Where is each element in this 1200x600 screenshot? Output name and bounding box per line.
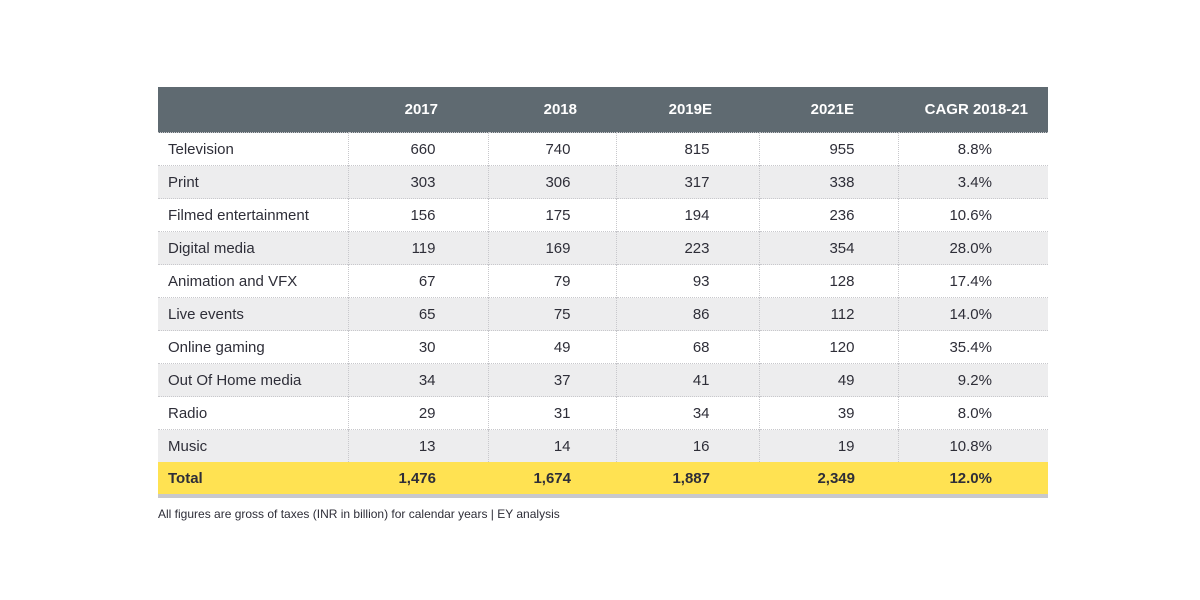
header-row: 2017 2018 2019E 2021E CAGR 2018-21 (158, 87, 1048, 133)
row-label: Radio (158, 396, 348, 430)
header-cell-cagr: CAGR 2018-21 (898, 87, 1048, 133)
total-cell-2019e: 1,887 (616, 462, 759, 498)
total-cell-2017: 1,476 (348, 462, 488, 498)
cell-2018: 75 (487, 297, 616, 331)
cell-2017: 65 (347, 297, 488, 331)
cell-2018: 740 (487, 132, 616, 166)
row-label: Out Of Home media (158, 363, 348, 397)
cell-2018: 79 (487, 264, 616, 298)
cell-2017: 67 (347, 264, 488, 298)
header-cell-2021e: 2021E (759, 87, 898, 133)
cell-2019e: 317 (615, 165, 759, 199)
total-label: Total (158, 462, 348, 498)
cell-cagr: 17.4% (897, 264, 1048, 298)
cell-2017: 34 (347, 363, 488, 397)
cell-2017: 30 (347, 330, 488, 364)
cell-cagr: 3.4% (897, 165, 1048, 199)
cell-2021e: 236 (758, 198, 898, 232)
table-row: Music 13 14 16 19 10.8% (158, 429, 1048, 462)
cell-2018: 37 (487, 363, 616, 397)
table-row: Radio 29 31 34 39 8.0% (158, 396, 1048, 430)
cell-cagr: 28.0% (897, 231, 1048, 265)
cell-2019e: 815 (615, 132, 759, 166)
cell-2017: 13 (347, 429, 488, 462)
cell-2021e: 354 (758, 231, 898, 265)
row-label: Television (158, 132, 348, 166)
cell-cagr: 10.6% (897, 198, 1048, 232)
cell-cagr: 8.0% (897, 396, 1048, 430)
header-cell-2017: 2017 (348, 87, 488, 133)
table-row: Filmed entertainment 156 175 194 236 10.6% (158, 198, 1048, 232)
table-row: Television 660 740 815 955 8.8% (158, 132, 1048, 166)
cell-2019e: 194 (615, 198, 759, 232)
cell-cagr: 9.2% (897, 363, 1048, 397)
media-revenue-table: 2017 2018 2019E 2021E CAGR 2018-21 Telev… (158, 87, 1048, 498)
row-label: Print (158, 165, 348, 199)
cell-2021e: 39 (758, 396, 898, 430)
total-cell-cagr: 12.0% (898, 462, 1048, 498)
total-cell-2021e: 2,349 (759, 462, 898, 498)
cell-2019e: 223 (615, 231, 759, 265)
cell-cagr: 14.0% (897, 297, 1048, 331)
cell-2019e: 16 (615, 429, 759, 462)
table-row: Online gaming 30 49 68 120 35.4% (158, 330, 1048, 364)
header-cell-2019e: 2019E (616, 87, 759, 133)
cell-2018: 49 (487, 330, 616, 364)
cell-2021e: 19 (758, 429, 898, 462)
row-label: Filmed entertainment (158, 198, 348, 232)
cell-cagr: 35.4% (897, 330, 1048, 364)
cell-2018: 306 (487, 165, 616, 199)
cell-2021e: 112 (758, 297, 898, 331)
table-row: Digital media 119 169 223 354 28.0% (158, 231, 1048, 265)
data-table-container: 2017 2018 2019E 2021E CAGR 2018-21 Telev… (158, 87, 1048, 498)
cell-2017: 660 (347, 132, 488, 166)
cell-2018: 169 (487, 231, 616, 265)
cell-cagr: 8.8% (897, 132, 1048, 166)
table-row: Out Of Home media 34 37 41 49 9.2% (158, 363, 1048, 397)
cell-2019e: 41 (615, 363, 759, 397)
cell-2019e: 93 (615, 264, 759, 298)
header-cell-2018: 2018 (488, 87, 616, 133)
footnote: All figures are gross of taxes (INR in b… (158, 507, 560, 521)
cell-2017: 29 (347, 396, 488, 430)
row-label: Live events (158, 297, 348, 331)
table-row: Print 303 306 317 338 3.4% (158, 165, 1048, 199)
table-row: Live events 65 75 86 112 14.0% (158, 297, 1048, 331)
cell-2021e: 955 (758, 132, 898, 166)
cell-2018: 175 (487, 198, 616, 232)
table-row: Animation and VFX 67 79 93 128 17.4% (158, 264, 1048, 298)
cell-2017: 303 (347, 165, 488, 199)
total-row: Total 1,476 1,674 1,887 2,349 12.0% (158, 462, 1048, 498)
cell-2018: 31 (487, 396, 616, 430)
row-label: Online gaming (158, 330, 348, 364)
row-label: Music (158, 429, 348, 462)
cell-2018: 14 (487, 429, 616, 462)
cell-2017: 156 (347, 198, 488, 232)
table-body: Television 660 740 815 955 8.8% Print 303 306 317… (158, 132, 1048, 462)
row-label: Digital media (158, 231, 348, 265)
total-cell-2018: 1,674 (488, 462, 616, 498)
cell-2019e: 34 (615, 396, 759, 430)
cell-2021e: 120 (758, 330, 898, 364)
cell-cagr: 10.8% (897, 429, 1048, 462)
cell-2019e: 86 (615, 297, 759, 331)
header-cell-segment (158, 87, 348, 133)
cell-2021e: 49 (758, 363, 898, 397)
cell-2019e: 68 (615, 330, 759, 364)
cell-2021e: 338 (758, 165, 898, 199)
cell-2017: 119 (347, 231, 488, 265)
row-label: Animation and VFX (158, 264, 348, 298)
cell-2021e: 128 (758, 264, 898, 298)
